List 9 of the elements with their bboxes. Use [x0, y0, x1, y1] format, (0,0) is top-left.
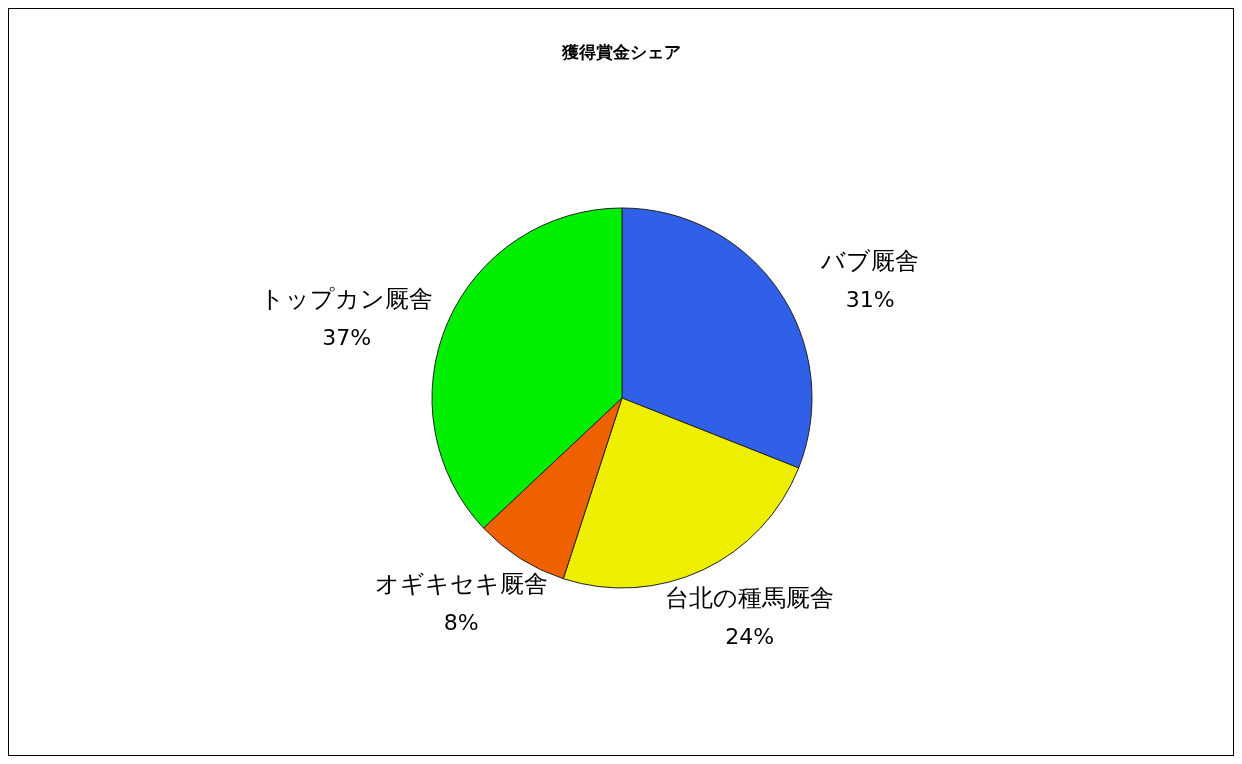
- data-label: 37%: [322, 324, 372, 350]
- data-label: 8%: [443, 610, 479, 636]
- slice-label: トップカン厩舎: [260, 284, 434, 313]
- data-label: 24%: [725, 624, 775, 650]
- chart-title: 獲得賞金シェア: [560, 42, 681, 62]
- slice-label: オギキセキ厩舎: [374, 570, 548, 599]
- data-label: 31%: [845, 286, 895, 312]
- slice-label: 台北の種馬厩舎: [665, 584, 835, 613]
- slice-label: バブ厩舎: [820, 246, 920, 275]
